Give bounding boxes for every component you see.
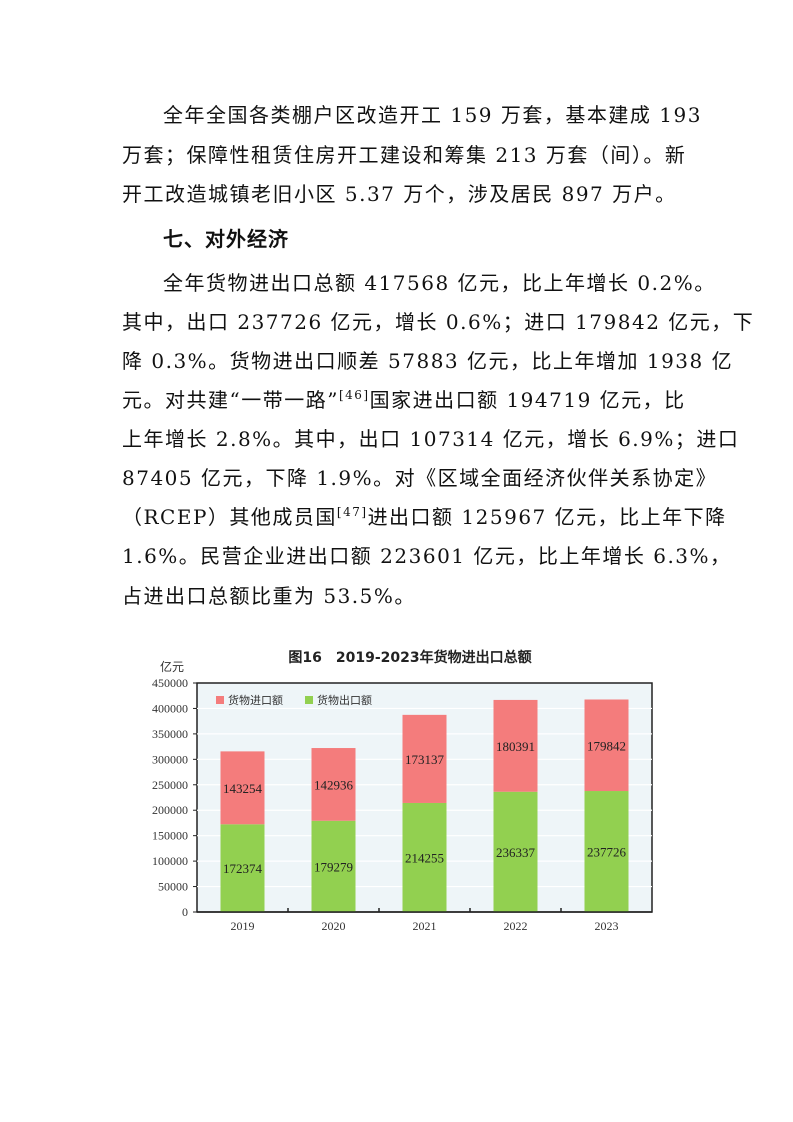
- data-label: 172374: [223, 861, 263, 876]
- paragraph-line: 全年货物进出口总额 417568 亿元，比上年增长 0.2%。: [163, 271, 716, 295]
- text: （RCEP）其他成员国: [122, 505, 337, 529]
- y-tick-label: 200000: [152, 803, 188, 817]
- data-label: 143254: [223, 781, 263, 796]
- bar-import: [311, 748, 356, 821]
- x-tick-label: 2019: [231, 919, 255, 933]
- x-tick-label: 2022: [504, 919, 528, 933]
- paragraph-line: 1.6%。民营企业进出口额 223601 亿元，比上年增长 6.3%，: [122, 544, 732, 568]
- bar-import: [220, 751, 265, 825]
- data-label: 180391: [496, 739, 535, 754]
- paragraph-line: 上年增长 2.8%。其中，出口 107314 亿元，增长 6.9%；进口: [122, 427, 740, 451]
- paragraph-line: 降 0.3%。货物进出口顺差 57883 亿元，比上年增加 1938 亿: [122, 349, 734, 373]
- data-label: 142936: [314, 777, 354, 792]
- bar-export: [402, 802, 447, 912]
- x-tick-label: 2020: [322, 919, 346, 933]
- paragraph-line: 元。对共建“一带一路”[46]国家进出口额 194719 亿元，比: [122, 386, 684, 414]
- bar-export: [220, 824, 265, 912]
- data-label: 173137: [405, 752, 445, 767]
- y-tick-label: 50000: [158, 880, 188, 894]
- x-tick-label: 2023: [595, 919, 619, 933]
- legend-swatch: [216, 696, 224, 704]
- bar-export: [493, 791, 538, 912]
- bar-import: [402, 714, 447, 803]
- data-label: 179279: [314, 859, 353, 874]
- paragraph-line: 87405 亿元，下降 1.9%。对《区域全面经济伙伴关系协定》: [122, 466, 718, 490]
- paragraph-line: 万套；保障性租赁住房开工建设和筹集 213 万套（间）。新: [122, 143, 687, 167]
- y-tick-label: 400000: [152, 701, 188, 715]
- chart-title: 图16 2019-2023年货物进出口总额: [288, 649, 531, 666]
- y-tick-label: 150000: [152, 829, 188, 843]
- bar-import: [584, 699, 629, 792]
- x-tick-label: 2021: [413, 919, 437, 933]
- bar-import: [493, 699, 538, 792]
- bar-export: [584, 791, 629, 912]
- y-tick-label: 0: [182, 905, 188, 919]
- paragraph-line: 开工改造城镇老旧小区 5.37 万个，涉及居民 897 万户。: [122, 182, 677, 206]
- y-tick-label: 350000: [152, 727, 188, 741]
- data-label: 214255: [405, 850, 444, 865]
- y-tick-label: 450000: [152, 676, 188, 690]
- y-tick-label: 300000: [152, 752, 188, 766]
- paragraph-line: 其中，出口 237726 亿元，增长 0.6%；进口 179842 亿元，下: [122, 310, 755, 334]
- text: 国家进出口额 194719 亿元，比: [369, 388, 686, 412]
- y-axis-label: 亿元: [160, 659, 184, 674]
- legend-label: 货物出口额: [317, 693, 372, 707]
- footnote-ref-47[interactable]: [47]: [336, 505, 368, 519]
- y-tick-label: 250000: [152, 778, 188, 792]
- paragraph-line: 占进出口总额比重为 53.5%。: [122, 584, 416, 608]
- text: 元。对共建“一带一路”: [122, 388, 339, 412]
- footnote-ref-46[interactable]: [46]: [338, 388, 370, 402]
- legend-swatch: [305, 696, 313, 704]
- data-label: 237726: [587, 845, 627, 860]
- data-label: 179842: [587, 738, 626, 753]
- data-label: 236337: [496, 845, 536, 860]
- bar-export: [311, 820, 356, 912]
- paragraph-line: 全年全国各类棚户区改造开工 159 万套，基本建成 193: [163, 103, 702, 127]
- section-heading: 七、对外经济: [163, 227, 289, 251]
- text: 进出口额 125967 亿元，比上年下降: [367, 505, 727, 529]
- y-tick-label: 100000: [152, 854, 188, 868]
- legend-label: 货物进口额: [228, 693, 283, 707]
- paragraph-line: （RCEP）其他成员国[47]进出口额 125967 亿元，比上年下降: [122, 503, 725, 531]
